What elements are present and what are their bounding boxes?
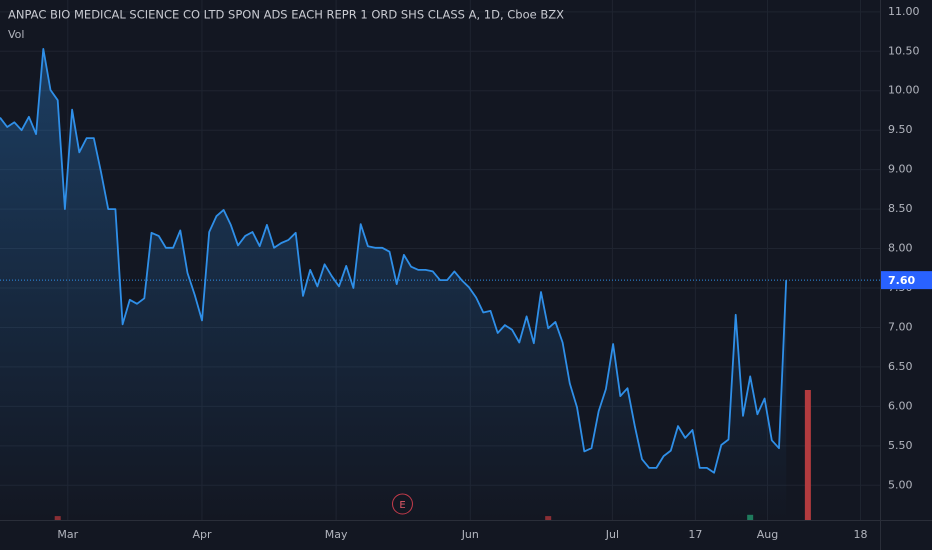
- price-line: [0, 48, 788, 474]
- x-tick-label: Aug: [757, 528, 778, 541]
- x-tick-label: May: [325, 528, 348, 541]
- chart-title: ANPAC BIO MEDICAL SCIENCE CO LTD SPON AD…: [8, 8, 564, 22]
- volume-bar: [804, 390, 811, 520]
- y-tick-label: 7.00: [888, 320, 913, 333]
- volume-label: Vol: [8, 28, 24, 41]
- last-price-badge: [881, 271, 932, 290]
- y-tick-label: 8.50: [888, 202, 913, 215]
- y-tick-label: 8.00: [888, 242, 913, 255]
- x-tick-label: 18: [854, 528, 868, 541]
- x-tick-label: Jul: [605, 528, 619, 541]
- x-tick-label: Mar: [57, 528, 78, 541]
- last-price-label: 7.60: [888, 274, 915, 287]
- y-tick-label: 6.50: [888, 360, 913, 373]
- x-tick-label: Jun: [461, 528, 479, 541]
- y-tick-label: 6.00: [888, 399, 913, 412]
- x-tick-label: Apr: [192, 528, 212, 541]
- axes: 5.005.506.006.507.007.508.008.509.009.50…: [57, 5, 932, 541]
- y-tick-label: 11.00: [888, 5, 920, 18]
- plot: [0, 48, 880, 521]
- event-label: E: [399, 500, 405, 511]
- y-tick-label: 9.50: [888, 123, 913, 136]
- x-tick-label: 17: [688, 528, 702, 541]
- y-tick-label: 5.50: [888, 439, 913, 452]
- event-marker: [391, 493, 413, 515]
- y-tick-label: 10.00: [888, 84, 920, 97]
- y-tick-label: 9.00: [888, 163, 913, 176]
- y-tick-label: 5.00: [888, 478, 913, 491]
- y-tick-label: 10.50: [888, 44, 920, 57]
- price-area: [0, 48, 787, 521]
